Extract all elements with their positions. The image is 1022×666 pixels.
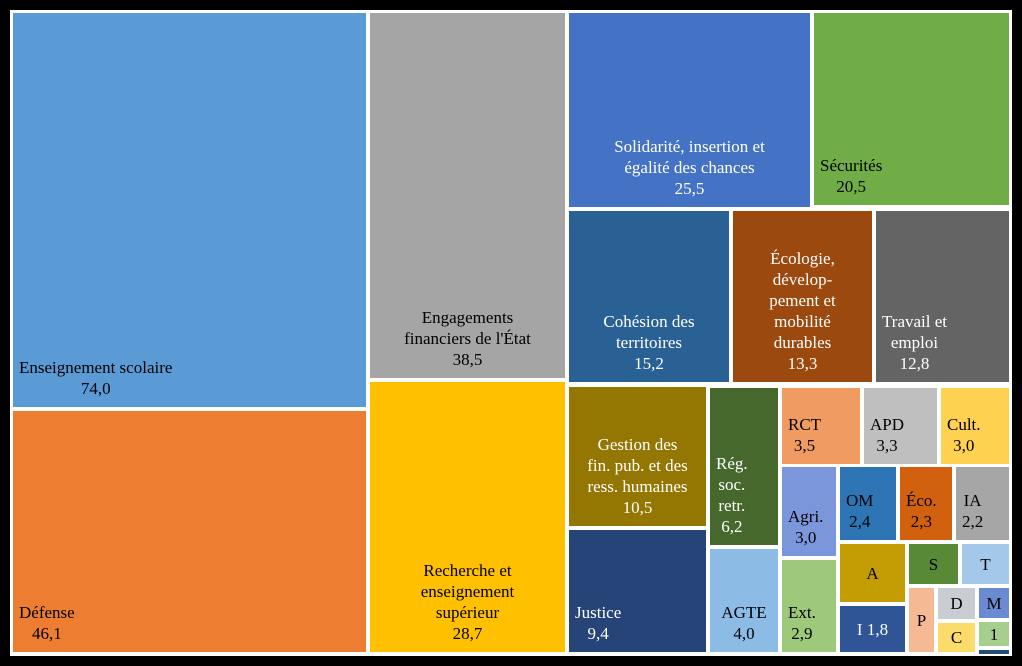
treemap-cell-agte: AGTE 4,0 bbox=[710, 549, 778, 652]
treemap-cell-p: P bbox=[909, 588, 934, 652]
treemap-cell-label: Ext. 2,9 bbox=[788, 603, 816, 643]
treemap-plot-area: Enseignement scolaire 74,0 Défense 46,1 En… bbox=[10, 10, 1012, 656]
treemap-cell-label: A bbox=[866, 563, 879, 583]
treemap-cell-label: C bbox=[950, 628, 963, 647]
treemap-cell-label: D bbox=[950, 594, 963, 613]
treemap-cell-remainder bbox=[979, 650, 1009, 654]
treemap-cell-label: I 1,8 bbox=[856, 619, 889, 639]
treemap-cell-cult: Cult. 3,0 bbox=[941, 388, 1009, 464]
treemap-cell-ext: Ext. 2,9 bbox=[782, 560, 836, 652]
treemap-cell-label: M bbox=[986, 593, 1002, 613]
treemap-cell-label: Défense 46,1 bbox=[19, 603, 75, 643]
treemap-cell-label: Éco. 2,3 bbox=[906, 491, 937, 531]
treemap-cell-gestion-fin-pub-ress-humaines: Gestion des fin. pub. et des ress. humai… bbox=[569, 387, 706, 526]
treemap-cell-label: Solidarité, insertion et égalité des cha… bbox=[614, 137, 765, 198]
treemap-cell-label: Rég. soc. retr. 6,2 bbox=[716, 454, 748, 536]
treemap-cell-i: I 1,8 bbox=[840, 606, 905, 652]
treemap-cell-label: Engagements financiers de l'État 38,5 bbox=[404, 308, 531, 369]
treemap-cell-label: Sécurités 20,5 bbox=[820, 156, 883, 196]
treemap-cell-travail-et-emploi: Travail et emploi 12,8 bbox=[876, 211, 1009, 382]
treemap-cell-c: C bbox=[938, 623, 975, 652]
treemap-cell-label: Écologie, dévelop- pement et mobilité du… bbox=[769, 249, 836, 373]
treemap-cell-ia: IA 2,2 bbox=[956, 467, 1009, 540]
treemap-cell-reg-soc-retr: Rég. soc. retr. 6,2 bbox=[710, 388, 778, 545]
treemap-cell-eco: Éco. 2,3 bbox=[900, 467, 952, 540]
treemap-cell-label: Recherche et enseignement supérieur 28,7 bbox=[420, 561, 515, 643]
treemap-cell-cohesion-des-territoires: Cohésion des territoires 15,2 bbox=[569, 211, 729, 382]
treemap-cell-justice: Justice 9,4 bbox=[569, 530, 706, 652]
treemap-cell-rct: RCT 3,5 bbox=[782, 388, 860, 464]
treemap-cell-om: OM 2,4 bbox=[840, 467, 896, 540]
treemap-cell-label: Gestion des fin. pub. et des ress. humai… bbox=[587, 435, 688, 517]
treemap-cell-ecologie-developpement-mobilite-durables: Écologie, dévelop- pement et mobilité du… bbox=[733, 211, 872, 382]
treemap-cell-label: Travail et emploi 12,8 bbox=[882, 312, 948, 373]
treemap-cell-label: Justice 9,4 bbox=[575, 603, 622, 643]
treemap-cell-agri: Agri. 3,0 bbox=[782, 467, 836, 556]
treemap-cell-label: S bbox=[928, 554, 939, 574]
treemap-cell-label: OM 2,4 bbox=[846, 491, 874, 531]
treemap-cell-s: S bbox=[909, 544, 958, 584]
treemap-cell-defense: Défense 46,1 bbox=[13, 411, 366, 652]
treemap-cell-apd: APD 3,3 bbox=[864, 388, 937, 464]
treemap-cell-solidarite-insertion-egalite-chances: Solidarité, insertion et égalité des cha… bbox=[569, 13, 810, 207]
treemap-cell-label: P bbox=[916, 610, 927, 630]
treemap-cell-recherche-enseignement-superieur: Recherche et enseignement supérieur 28,7 bbox=[370, 382, 565, 652]
treemap-cell-label: AGTE 4,0 bbox=[721, 603, 767, 643]
treemap-cell-m: M bbox=[979, 588, 1009, 618]
treemap-cell-label: T bbox=[980, 554, 991, 574]
treemap-cell-a: A bbox=[840, 544, 905, 602]
treemap-cell-label: APD 3,3 bbox=[870, 415, 905, 455]
treemap-cell-enseignement-scolaire: Enseignement scolaire 74,0 bbox=[13, 13, 366, 407]
treemap-cell-d: D bbox=[938, 588, 975, 619]
treemap-cell-label: RCT 3,5 bbox=[788, 415, 822, 455]
treemap-cell-one: 1 bbox=[979, 622, 1009, 646]
treemap-cell-label: 1 bbox=[989, 624, 999, 644]
treemap-cell-label: IA 2,2 bbox=[962, 491, 984, 531]
treemap-cell-label: Cohésion des territoires 15,2 bbox=[603, 312, 695, 373]
treemap-cell-securites: Sécurités 20,5 bbox=[814, 13, 1009, 205]
treemap-cell-engagements-financiers-etat: Engagements financiers de l'État 38,5 bbox=[370, 13, 565, 378]
treemap-cell-label: Cult. 3,0 bbox=[947, 415, 981, 455]
treemap-cell-t: T bbox=[962, 544, 1009, 584]
treemap-cell-label: Enseignement scolaire 74,0 bbox=[19, 358, 173, 398]
treemap-cell-label: Agri. 3,0 bbox=[788, 507, 824, 547]
